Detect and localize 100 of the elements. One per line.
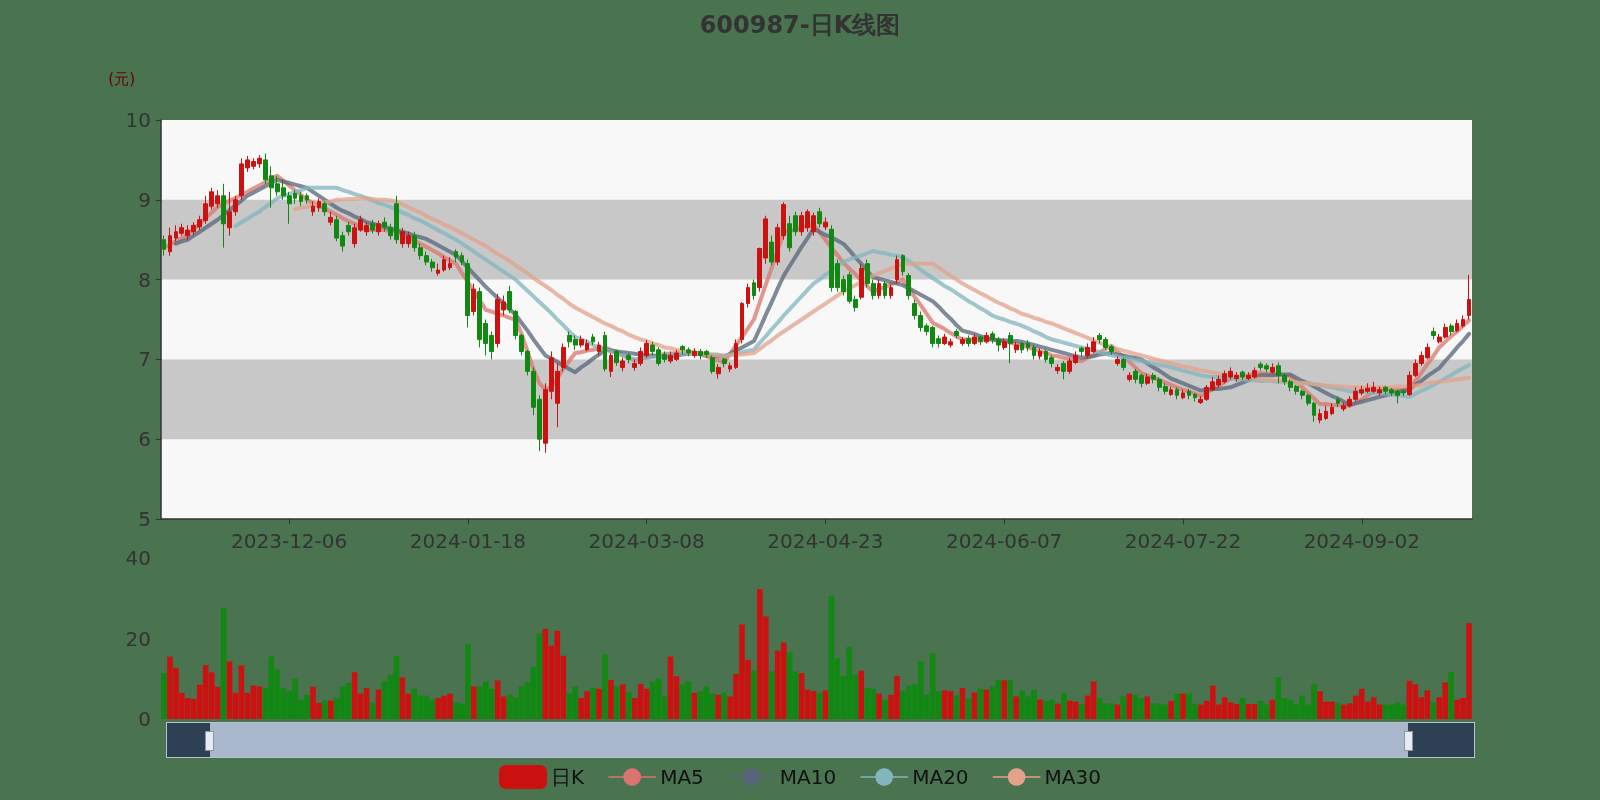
candlestick bbox=[722, 357, 727, 368]
bar bbox=[751, 670, 757, 719]
candlestick bbox=[620, 357, 625, 372]
y-tick-label: 0 bbox=[138, 707, 151, 731]
candlestick bbox=[1055, 363, 1060, 375]
candlestick bbox=[471, 283, 476, 317]
candlestick bbox=[1145, 373, 1150, 386]
bar bbox=[602, 654, 608, 719]
y-tick-label: 20 bbox=[125, 626, 151, 651]
candlestick bbox=[1061, 360, 1066, 380]
bar bbox=[1180, 693, 1186, 719]
bar bbox=[971, 692, 978, 719]
candlestick bbox=[591, 333, 595, 346]
candlestick bbox=[311, 200, 315, 217]
x-tick-label: 2024-07-22 bbox=[1124, 529, 1242, 553]
y-tick-label: 8 bbox=[138, 267, 151, 292]
candlestick bbox=[984, 331, 989, 344]
candlestick bbox=[1270, 362, 1275, 375]
y-axis-title: (元) bbox=[108, 69, 135, 88]
candlestick bbox=[1330, 402, 1334, 416]
x-tick-label: 2024-04-23 bbox=[767, 529, 884, 553]
legend-label: MA20 bbox=[912, 765, 969, 789]
candlestick bbox=[1324, 405, 1328, 421]
candlestick bbox=[889, 283, 893, 300]
candlestick bbox=[561, 342, 566, 372]
bar bbox=[1335, 703, 1341, 719]
candlestick bbox=[1240, 370, 1245, 381]
candlestick bbox=[1175, 386, 1179, 400]
candlestick bbox=[972, 333, 977, 346]
x-tick-label: 2024-06-07 bbox=[946, 529, 1063, 553]
legend-label: MA10 bbox=[779, 765, 837, 789]
bar bbox=[822, 690, 829, 719]
candlestick bbox=[1467, 274, 1471, 320]
legend-label: MA30 bbox=[1044, 765, 1101, 789]
bar bbox=[1120, 696, 1127, 719]
candlestick bbox=[603, 330, 607, 372]
chart-title: 600987-日K线图 bbox=[699, 11, 901, 39]
bar bbox=[596, 688, 602, 719]
candlestick bbox=[322, 200, 327, 217]
x-tick-label: 2024-03-08 bbox=[588, 529, 705, 553]
bar bbox=[1144, 696, 1151, 719]
candlestick bbox=[716, 363, 721, 380]
legend-label: MA5 bbox=[660, 765, 704, 789]
bar bbox=[1239, 698, 1246, 719]
candlestick bbox=[299, 191, 303, 207]
candlestick bbox=[734, 338, 738, 370]
bar bbox=[614, 686, 620, 719]
bar bbox=[1448, 671, 1454, 719]
candlestick bbox=[859, 263, 864, 301]
bar bbox=[1007, 679, 1013, 719]
legend-label: 日K bbox=[551, 765, 586, 789]
x-tick-label: 2024-09-02 bbox=[1303, 529, 1420, 553]
candlestick bbox=[1020, 341, 1024, 354]
candlestick bbox=[895, 255, 899, 285]
candlestick bbox=[614, 349, 619, 367]
candlestick bbox=[305, 192, 309, 205]
y-tick-label: 9 bbox=[138, 187, 151, 212]
candlestick bbox=[1115, 355, 1120, 367]
candlestick bbox=[317, 197, 321, 213]
y-tick-label: 6 bbox=[138, 427, 151, 452]
candlestick bbox=[1449, 322, 1454, 336]
candlestick bbox=[817, 207, 822, 229]
bar bbox=[471, 686, 477, 719]
candlestick bbox=[370, 219, 375, 234]
candlestick bbox=[1455, 319, 1459, 333]
candlestick bbox=[1431, 326, 1436, 340]
candlestick bbox=[465, 259, 470, 328]
candlestick bbox=[221, 183, 226, 249]
y-tick-label: 5 bbox=[138, 507, 151, 531]
candlestick bbox=[978, 334, 983, 346]
candlestick bbox=[752, 279, 756, 301]
candlestick bbox=[877, 279, 881, 300]
candlestick bbox=[906, 272, 911, 301]
bar bbox=[965, 698, 972, 719]
bar bbox=[882, 699, 888, 719]
candlestick bbox=[1169, 386, 1173, 397]
bar bbox=[608, 679, 614, 719]
x-tick-label: 2024-01-18 bbox=[409, 529, 527, 553]
bar bbox=[1430, 702, 1437, 719]
candlestick bbox=[1187, 388, 1191, 400]
candlestick bbox=[710, 354, 715, 375]
candlestick bbox=[901, 253, 905, 277]
candlestick bbox=[1121, 357, 1126, 372]
candlestick bbox=[1038, 347, 1042, 360]
bar bbox=[1168, 700, 1174, 719]
bar bbox=[1001, 680, 1008, 719]
candlestick bbox=[328, 211, 333, 226]
candlestick bbox=[1014, 341, 1019, 354]
y-tick-label: 40 bbox=[125, 546, 151, 570]
bar bbox=[322, 700, 328, 719]
candlestick bbox=[1032, 344, 1036, 360]
candlestick bbox=[1318, 408, 1322, 424]
candlestick bbox=[1026, 339, 1030, 352]
bar bbox=[769, 671, 775, 719]
candlestick bbox=[1336, 396, 1340, 408]
candlestick bbox=[1461, 315, 1465, 328]
bar bbox=[876, 693, 882, 719]
candlestick bbox=[1079, 346, 1084, 357]
candlestick bbox=[460, 251, 464, 266]
bar bbox=[1174, 693, 1180, 719]
